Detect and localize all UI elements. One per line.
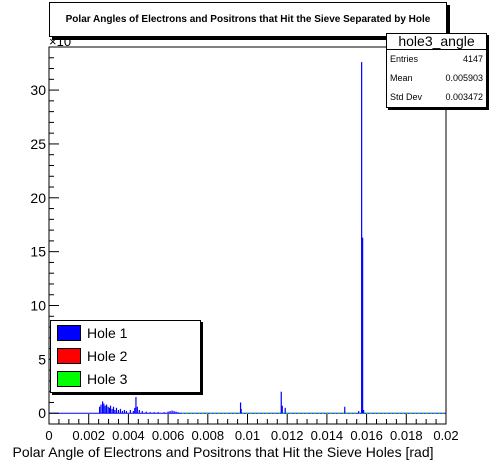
stats-row-stddev: Std Dev 0.003472: [387, 88, 486, 107]
stats-stddev-value: 0.003472: [445, 92, 483, 102]
bar-hole-1: [111, 408, 113, 414]
stats-entries-label: Entries: [390, 54, 419, 64]
x-tick-label: 0.008: [192, 428, 225, 443]
x-tick-label: 0: [45, 428, 52, 443]
bar-hole-1: [100, 404, 102, 414]
bar-hole-1: [240, 408, 242, 414]
axes-layer: [48, 46, 447, 425]
bar-hole-1: [125, 411, 128, 414]
y-multiplier-label: ×10: [49, 34, 71, 49]
bar-hole-1: [99, 406, 101, 414]
x-tick-label: 0.01: [235, 428, 260, 443]
bar-hole-1: [112, 406, 115, 414]
y-tick-label: 10: [30, 298, 46, 314]
bar-hole-1: [107, 406, 109, 414]
stats-row-mean: Mean 0.005903: [387, 69, 486, 88]
legend-swatch-hole-3: [57, 371, 81, 387]
bar-hole-1: [163, 412, 165, 414]
bar-hole-1: [169, 411, 171, 414]
stats-histogram-name: hole3_angle: [387, 34, 486, 50]
bar-hole-1: [105, 404, 108, 414]
legend-swatch-hole-1: [57, 325, 81, 341]
bar-hole-1: [173, 411, 175, 414]
stats-box: hole3_angle Entries 4147 Mean 0.005903 S…: [386, 33, 487, 108]
stats-stddev-label: Std Dev: [390, 92, 423, 102]
stats-mean-label: Mean: [390, 73, 413, 83]
bar-hole-1: [175, 411, 177, 414]
legend-label-hole-3: Hole 3: [87, 371, 128, 387]
bar-hole-1: [109, 405, 112, 414]
x-tick-label: 0.004: [112, 428, 145, 443]
bar-hole-1: [167, 411, 169, 414]
legend-swatch-hole-2: [57, 348, 81, 364]
bar-hole-1: [239, 402, 242, 414]
stats-entries-value: 4147: [462, 54, 483, 64]
legend-entry-hole-3: Hole 3: [57, 369, 127, 389]
bar-hole-1: [121, 411, 124, 414]
x-tick-label: 0.012: [271, 428, 304, 443]
bar-hole-1: [117, 409, 120, 414]
legend-entry-hole-2: Hole 2: [57, 346, 127, 366]
bar-hole-1: [132, 411, 134, 414]
bar-hole-1: [129, 409, 131, 414]
y-tick-label: 5: [38, 351, 46, 367]
bar-hole-1: [104, 405, 106, 414]
bar-hole-1: [115, 407, 118, 414]
bar-hole-1: [134, 407, 136, 414]
legend-label-hole-1: Hole 1: [87, 325, 128, 341]
labels-layer: 0 0.002 0.004 0.006 0.008 0.01 0.012 0.014 0.016…: [12, 34, 458, 460]
legend: Hole 1 Hole 2 Hole 3: [50, 320, 201, 393]
x-axis-label: Polar Angle of Electrons and Positrons t…: [12, 444, 433, 460]
bar-hole-1: [358, 411, 360, 414]
chart-title: Polar Angles of Electrons and Positrons …: [65, 14, 431, 25]
bar-hole-1: [281, 405, 283, 414]
bar-hole-1: [114, 409, 116, 414]
bar-hole-1: [136, 406, 138, 414]
stats-mean-value: 0.005903: [445, 73, 483, 83]
y-tick-label: 30: [30, 82, 46, 98]
x-tick-label: 0.014: [311, 428, 344, 443]
x-tick-label: 0.006: [152, 428, 185, 443]
x-tick-label: 0.016: [350, 428, 383, 443]
bar-hole-1: [141, 411, 143, 414]
bar-hole-1: [123, 409, 126, 414]
legend-label-hole-2: Hole 2: [87, 348, 128, 364]
y-tick-label: 20: [30, 190, 46, 206]
bar-hole-1: [153, 412, 155, 414]
bar-hole-1: [119, 408, 122, 414]
bar-hole-1: [361, 62, 363, 414]
bar-hole-1: [138, 409, 140, 414]
bar-hole-1: [145, 411, 147, 414]
bar-hole-1: [284, 407, 286, 414]
bar-hole-1: [135, 397, 137, 414]
bar-hole-1: [344, 406, 346, 414]
bar-hole-1: [103, 403, 105, 414]
bar-hole-1: [363, 409, 365, 414]
bars-layer: [99, 62, 365, 414]
chart-title-box: Polar Angles of Electrons and Positrons …: [49, 2, 447, 37]
x-tick-label: 0.002: [72, 428, 105, 443]
y-tick-label: 15: [30, 244, 46, 260]
stats-row-entries: Entries 4147: [387, 50, 486, 69]
y-tick-label: 25: [30, 136, 46, 152]
bar-hole-1: [280, 391, 282, 414]
bar-hole-1: [149, 412, 151, 414]
x-tick-label: 0.02: [433, 428, 458, 443]
bar-hole-1: [108, 407, 111, 414]
legend-entry-hole-1: Hole 1: [57, 323, 127, 343]
bar-hole-1: [101, 401, 104, 414]
bar-hole-1: [362, 237, 364, 414]
bar-hole-1: [157, 412, 159, 414]
x-tick-label: 0.018: [390, 428, 423, 443]
bar-hole-1: [177, 412, 179, 414]
y-tick-label: 0: [38, 405, 46, 421]
bar-hole-1: [171, 410, 173, 414]
